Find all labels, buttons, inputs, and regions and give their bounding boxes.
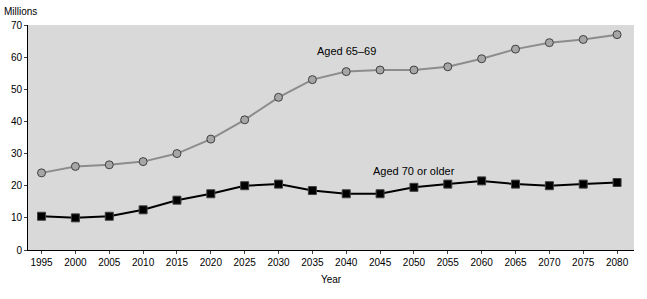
svg-text:2050: 2050 — [403, 257, 426, 268]
svg-text:2060: 2060 — [471, 257, 494, 268]
svg-text:2075: 2075 — [572, 257, 595, 268]
svg-text:10: 10 — [11, 212, 23, 223]
svg-text:40: 40 — [11, 116, 23, 127]
svg-text:60: 60 — [11, 52, 23, 63]
svg-text:2030: 2030 — [267, 257, 290, 268]
svg-text:2005: 2005 — [98, 257, 121, 268]
svg-text:2035: 2035 — [301, 257, 324, 268]
svg-text:0: 0 — [16, 245, 22, 256]
svg-text:2025: 2025 — [234, 257, 257, 268]
svg-text:2045: 2045 — [369, 257, 392, 268]
svg-text:Aged 70 or older: Aged 70 or older — [373, 165, 455, 177]
svg-text:1995: 1995 — [30, 257, 53, 268]
svg-text:2010: 2010 — [132, 257, 155, 268]
svg-text:Millions: Millions — [4, 6, 37, 17]
svg-text:30: 30 — [11, 148, 23, 159]
svg-text:2055: 2055 — [437, 257, 460, 268]
svg-text:Aged 65–69: Aged 65–69 — [317, 45, 376, 57]
svg-text:2020: 2020 — [200, 257, 223, 268]
svg-text:2040: 2040 — [335, 257, 358, 268]
svg-text:50: 50 — [11, 84, 23, 95]
svg-text:2080: 2080 — [606, 257, 629, 268]
svg-text:70: 70 — [11, 20, 23, 31]
svg-text:Year: Year — [321, 274, 342, 285]
svg-text:2070: 2070 — [538, 257, 561, 268]
svg-text:2065: 2065 — [504, 257, 527, 268]
svg-text:2000: 2000 — [64, 257, 87, 268]
svg-text:20: 20 — [11, 180, 23, 191]
svg-text:2015: 2015 — [166, 257, 189, 268]
